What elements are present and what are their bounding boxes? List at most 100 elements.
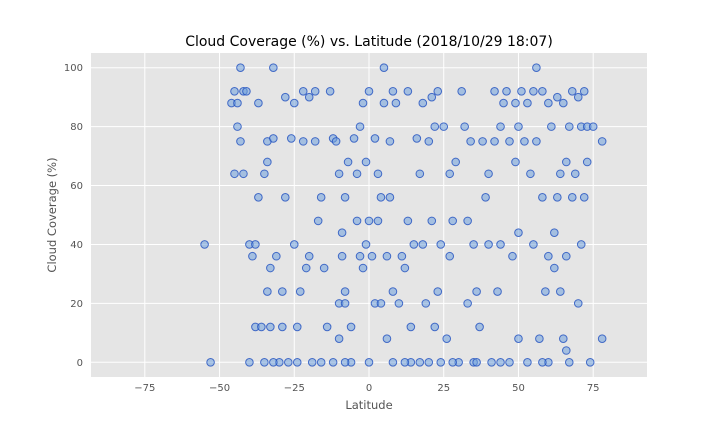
data-point <box>242 86 251 96</box>
data-point <box>388 287 398 296</box>
data-point <box>579 193 589 202</box>
data-point <box>484 169 493 179</box>
data-point <box>472 357 481 367</box>
data-points <box>200 63 607 367</box>
data-point <box>334 169 344 179</box>
data-point <box>541 287 550 296</box>
data-point <box>427 92 437 102</box>
data-point <box>352 216 362 226</box>
data-point <box>328 357 338 367</box>
data-point <box>532 137 541 146</box>
data-point <box>445 169 455 179</box>
data-point <box>475 322 484 332</box>
x-tick-label: −50 <box>209 383 230 394</box>
data-point <box>433 287 443 296</box>
data-point <box>445 251 455 261</box>
data-point <box>394 299 404 308</box>
data-point <box>523 98 532 108</box>
data-point <box>588 122 598 131</box>
data-point <box>550 228 559 237</box>
x-tick-label: 75 <box>587 383 600 394</box>
data-point <box>466 137 475 146</box>
data-point <box>415 357 425 367</box>
data-point <box>430 122 440 131</box>
data-point <box>379 63 389 73</box>
data-point <box>463 299 472 308</box>
data-point <box>316 357 326 367</box>
data-point <box>472 287 481 296</box>
data-point <box>266 322 275 332</box>
data-point <box>337 251 347 261</box>
data-point <box>388 357 398 367</box>
data-point <box>535 334 544 344</box>
data-point <box>490 86 499 96</box>
data-point <box>263 157 272 167</box>
data-point <box>376 193 386 202</box>
data-point <box>364 86 374 96</box>
y-tick-label: 80 <box>70 122 83 133</box>
data-point <box>418 98 428 108</box>
data-point <box>298 86 308 96</box>
data-point <box>361 157 371 167</box>
data-point <box>322 322 332 332</box>
data-point <box>355 251 365 261</box>
data-point <box>403 86 413 96</box>
x-tick-labels: −75 −50 −25 0 25 50 75 <box>134 383 599 394</box>
data-point <box>406 322 416 332</box>
data-point <box>561 157 571 167</box>
data-point <box>573 92 583 102</box>
data-point <box>313 216 323 226</box>
data-point <box>559 98 568 108</box>
data-point <box>493 287 502 296</box>
data-point <box>564 357 574 367</box>
data-point <box>245 357 254 367</box>
data-point <box>301 263 311 273</box>
data-point <box>409 240 419 249</box>
data-point <box>550 263 559 273</box>
x-tick-label: 50 <box>512 383 525 394</box>
data-point <box>361 240 371 249</box>
data-point <box>481 193 490 202</box>
data-point <box>281 193 290 202</box>
data-point <box>340 287 350 296</box>
data-point <box>400 263 410 273</box>
chart-title: Cloud Coverage (%) vs. Latitude (2018/10… <box>185 34 553 50</box>
data-point <box>233 122 242 131</box>
data-point <box>597 137 607 146</box>
data-point <box>239 169 248 179</box>
x-axis-label: Latitude <box>345 398 392 412</box>
data-point <box>358 263 368 273</box>
data-point <box>331 137 341 146</box>
data-point <box>310 86 320 96</box>
data-point <box>352 169 362 179</box>
x-tick-label: −25 <box>284 383 305 394</box>
data-point <box>403 216 413 226</box>
data-point <box>496 240 505 249</box>
data-point <box>367 251 377 261</box>
data-point <box>561 346 571 355</box>
data-point <box>559 334 568 344</box>
data-point <box>358 98 368 108</box>
data-point <box>526 169 535 179</box>
data-point <box>307 357 317 367</box>
data-point <box>451 157 460 167</box>
data-point <box>283 357 293 367</box>
data-point <box>254 98 263 108</box>
data-point <box>391 98 401 108</box>
data-point <box>346 322 356 332</box>
data-point <box>514 334 523 344</box>
data-point <box>520 137 529 146</box>
y-tick-label: 60 <box>70 181 83 192</box>
data-point <box>553 92 562 102</box>
data-point <box>529 86 538 96</box>
data-point <box>544 98 553 108</box>
data-point <box>436 357 446 367</box>
data-point <box>304 92 314 102</box>
x-tick-label: −75 <box>134 383 155 394</box>
data-point <box>469 240 478 249</box>
data-point <box>230 169 239 179</box>
data-point <box>269 357 278 367</box>
data-point <box>436 240 446 249</box>
data-point <box>251 240 260 249</box>
data-point <box>382 251 392 261</box>
